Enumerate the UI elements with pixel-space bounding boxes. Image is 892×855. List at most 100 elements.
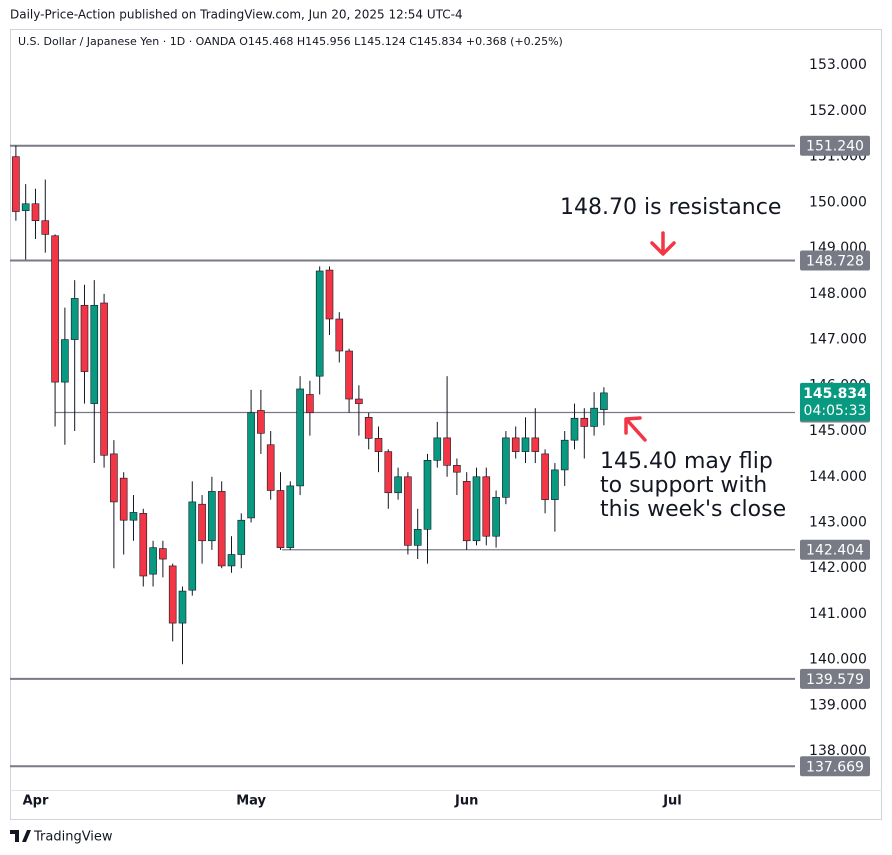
candle-body: [168, 565, 177, 624]
y-tick-label: 138.000: [809, 743, 867, 759]
candle-body: [502, 437, 510, 498]
candle-body: [178, 590, 187, 624]
candle-body: [12, 156, 20, 212]
annotation: 148.70 is resistance: [560, 195, 781, 220]
candle-body: [394, 476, 402, 494]
candle-body: [413, 529, 422, 546]
candle-body: [521, 437, 530, 452]
publish-header: Daily-Price-Action published on TradingV…: [10, 8, 463, 22]
candle-body: [247, 412, 255, 519]
candle-body: [41, 220, 50, 235]
annotation: to support with: [600, 473, 767, 498]
candle-body: [433, 437, 442, 461]
y-tick-label: 147.000: [809, 332, 867, 348]
frame: [10, 29, 882, 820]
candle-body: [51, 235, 59, 383]
candle-body: [306, 394, 314, 414]
countdown: 04:05:33: [804, 403, 867, 419]
level-box: [800, 250, 870, 271]
candle-body: [31, 203, 40, 221]
candle-body: [315, 270, 324, 377]
candle-body: [492, 497, 500, 537]
candle-body: [139, 513, 148, 577]
candle-body: [208, 491, 216, 542]
level-label: 151.240: [806, 139, 864, 155]
x-tick-label: Jun: [454, 794, 478, 809]
candle-body: [149, 547, 157, 575]
candle-body: [453, 465, 461, 473]
annotation: this week's close: [600, 497, 786, 522]
candle-body: [364, 417, 373, 439]
annotation: 145.40 may flip: [600, 449, 773, 474]
candle-body: [600, 392, 608, 410]
candle-body: [217, 491, 226, 567]
y-tick-label: 143.000: [809, 514, 867, 530]
y-tick-label: 142.000: [809, 560, 867, 576]
candle-body: [335, 318, 344, 352]
candle-body: [560, 439, 569, 471]
candle-body: [355, 398, 363, 404]
level-box: [800, 539, 870, 560]
candle-body: [286, 485, 295, 548]
candle-body: [443, 437, 451, 466]
y-tick-label: 153.000: [809, 57, 867, 73]
candle-body: [21, 203, 30, 211]
candle-body: [345, 350, 353, 400]
y-tick-label: 140.000: [809, 652, 867, 668]
y-tick-label: 141.000: [809, 606, 867, 622]
y-tick-label: 145.000: [809, 423, 867, 439]
candle-body: [119, 477, 128, 521]
candle-body: [70, 298, 79, 340]
level-label: 142.404: [806, 543, 864, 559]
candle-body: [482, 476, 491, 537]
level-box: [800, 756, 870, 777]
y-tick-label: 144.000: [809, 469, 867, 485]
candle-body: [472, 476, 481, 542]
candle-body: [129, 512, 138, 521]
candle-body: [227, 554, 236, 567]
last-price-label: 145.834: [803, 386, 867, 402]
logo: [10, 830, 31, 842]
x-tick-label: Apr: [23, 794, 49, 809]
y-tick-label: 150.000: [809, 194, 867, 210]
candle-body: [237, 519, 246, 555]
candle-body: [531, 437, 540, 452]
y-tick-label: 148.000: [809, 286, 867, 302]
candle-body: [541, 453, 549, 500]
arrow-down: [650, 231, 676, 256]
y-tick-label: 139.000: [809, 697, 867, 713]
candle-body: [110, 453, 118, 503]
candle-body: [188, 501, 197, 591]
candle-body: [462, 481, 471, 542]
candle-body: [159, 548, 167, 560]
footer-brand: TradingView: [33, 830, 113, 845]
y-tick-label: 152.000: [809, 103, 867, 119]
candle-body: [580, 417, 589, 427]
candle-body: [551, 469, 559, 500]
level-label: 139.579: [806, 672, 864, 688]
candle-body: [404, 476, 412, 546]
level-label: 137.669: [806, 759, 864, 775]
candle-body: [384, 451, 393, 494]
candle-body: [374, 438, 383, 452]
candle-body: [423, 460, 432, 530]
candle-body: [570, 417, 579, 441]
candle-body: [257, 410, 265, 434]
candle-body: [266, 444, 275, 491]
candle-body: [590, 407, 598, 427]
candle-body: [90, 304, 99, 404]
level-label: 148.728: [806, 254, 864, 270]
candle-body: [296, 388, 304, 487]
x-tick-label: May: [236, 794, 266, 809]
candle-body: [511, 437, 520, 452]
arrow-up-left: [624, 416, 647, 442]
level-box: [800, 135, 870, 156]
candle-body: [80, 304, 89, 372]
symbol-line: U.S. Dollar / Japanese Yen · 1D · OANDA …: [18, 35, 563, 48]
candle-body: [198, 503, 206, 542]
plot: 138.000 139.000 140.000 141.000 142.000 143.0…: [10, 57, 870, 809]
candle-body: [325, 269, 334, 320]
candle-body: [61, 339, 69, 383]
